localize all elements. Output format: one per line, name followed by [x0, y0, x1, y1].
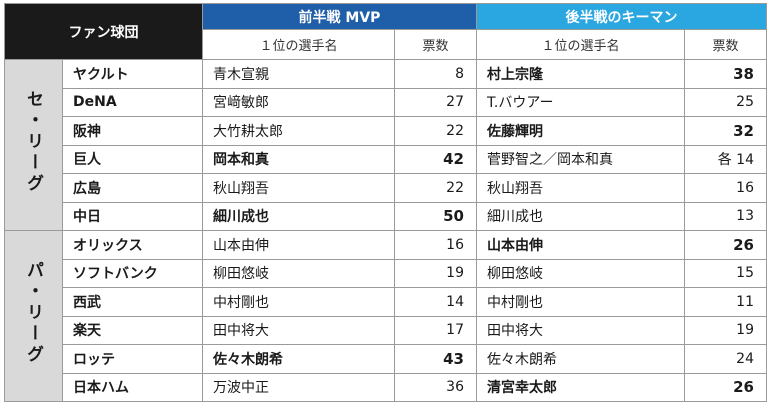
- key-vote-count: 32: [684, 116, 767, 146]
- mvp-vote-count: 27: [394, 87, 477, 117]
- key-votes-col-header: 票数: [684, 29, 767, 60]
- key-player-name: 中村剛也: [476, 287, 685, 317]
- table-row: 広島 秋山翔吾 22 秋山翔吾 16: [5, 173, 767, 203]
- table-row: 阪神 大竹耕太郎 22 佐藤輝明 32: [5, 116, 767, 146]
- table-row: 中日 細川成也 50 細川成也 13: [5, 201, 767, 231]
- mvp-player-name: 万波中正: [202, 372, 395, 402]
- mvp-vote-count: 8: [394, 59, 477, 89]
- table-row: 巨人 岡本和真 42 菅野智之／岡本和真各 14: [5, 144, 767, 174]
- mvp-player-name: 大竹耕太郎: [202, 116, 395, 146]
- league-name: セ・リーグ: [23, 90, 43, 195]
- mvp-player-name: 山本由伸: [202, 230, 395, 260]
- table-row: 日本ハム 万波中正 36 清宮幸太郎 26: [5, 372, 767, 402]
- mvp-vote-count: 36: [394, 372, 477, 402]
- team-name: オリックス: [62, 230, 203, 260]
- league-label-cell: パ・リーグ: [4, 230, 63, 402]
- team-name: 西武: [62, 287, 203, 317]
- key-vote-count: 各 14: [684, 144, 767, 174]
- first-half-mvp-header: 前半戦 MVP: [202, 3, 477, 30]
- mvp-player-name: 岡本和真: [202, 144, 395, 174]
- key-player-name: 田中将大: [476, 315, 685, 345]
- team-name: 日本ハム: [62, 372, 203, 402]
- table-row: 西武 中村剛也 14 中村剛也 11: [5, 287, 767, 317]
- mvp-player-name: 柳田悠岐: [202, 258, 395, 288]
- mvp-vote-count: 42: [394, 144, 477, 174]
- team-name: 巨人: [62, 144, 203, 174]
- mvp-vote-count: 16: [394, 230, 477, 260]
- key-player-name: 細川成也: [476, 201, 685, 231]
- mvp-player-name: 青木宣親: [202, 59, 395, 89]
- mvp-vote-count: 19: [394, 258, 477, 288]
- table-row: ソフトバンク 柳田悠岐 19 柳田悠岐 15: [5, 258, 767, 288]
- key-vote-count: 38: [684, 59, 767, 89]
- table-body: セ・リーグ ヤクルト 青木宣親 8 村上宗隆 38 DeNA 宮﨑敏郎 27 T.バウアー 25 阪神…: [4, 59, 767, 402]
- table-row: パ・リーグ オリックス 山本由伸 16 山本由伸 26: [4, 230, 767, 402]
- team-name: ソフトバンク: [62, 258, 203, 288]
- key-player-name: 佐々木朗希: [476, 344, 685, 374]
- mvp-player-name: 細川成也: [202, 201, 395, 231]
- mvp-player-name: 秋山翔吾: [202, 173, 395, 203]
- table-row: セ・リーグ ヤクルト 青木宣親 8 村上宗隆 38: [4, 59, 767, 231]
- key-vote-count: 26: [684, 230, 767, 260]
- mvp-vote-count: 43: [394, 344, 477, 374]
- team-name: 阪神: [62, 116, 203, 146]
- table-row: ロッテ 佐々木朗希 43 佐々木朗希 24: [5, 344, 767, 374]
- mvp-vote-count: 22: [394, 116, 477, 146]
- mvp-vote-count: 17: [394, 315, 477, 345]
- poll-results-table: ファン球団 前半戦 MVP 後半戦のキーマン １位の選手名 票数 １位の選手名 …: [4, 3, 767, 402]
- team-column-header: ファン球団: [4, 3, 203, 60]
- key-vote-count: 16: [684, 173, 767, 203]
- team-name: DeNA: [62, 87, 203, 117]
- mvp-player-name: 佐々木朗希: [202, 344, 395, 374]
- key-vote-count: 11: [684, 287, 767, 317]
- mvp-player-name: 中村剛也: [202, 287, 395, 317]
- mvp-vote-count: 14: [394, 287, 477, 317]
- team-name: 中日: [62, 201, 203, 231]
- mvp-votes-col-header: 票数: [394, 29, 477, 60]
- key-player-name: 清宮幸太郎: [476, 372, 685, 402]
- league-name: パ・リーグ: [23, 261, 43, 366]
- mvp-vote-count: 22: [394, 173, 477, 203]
- key-player-name: 柳田悠岐: [476, 258, 685, 288]
- key-player-name: 秋山翔吾: [476, 173, 685, 203]
- key-player-name: T.バウアー: [476, 87, 685, 117]
- second-half-key-player-header: 後半戦のキーマン: [476, 3, 767, 30]
- mvp-player-name: 田中将大: [202, 315, 395, 345]
- table-row: 楽天 田中将大 17 田中将大 19: [5, 315, 767, 345]
- team-name: ロッテ: [62, 344, 203, 374]
- key-player-name: 菅野智之／岡本和真: [476, 144, 685, 174]
- mvp-player-col-header: １位の選手名: [202, 29, 395, 60]
- mvp-player-name: 宮﨑敏郎: [202, 87, 395, 117]
- key-vote-count: 26: [684, 372, 767, 402]
- key-vote-count: 13: [684, 201, 767, 231]
- key-vote-count: 25: [684, 87, 767, 117]
- key-player-name: 村上宗隆: [476, 59, 685, 89]
- team-name: 楽天: [62, 315, 203, 345]
- league-label-cell: セ・リーグ: [4, 59, 63, 231]
- key-vote-count: 19: [684, 315, 767, 345]
- key-player-name: 山本由伸: [476, 230, 685, 260]
- mvp-vote-count: 50: [394, 201, 477, 231]
- key-vote-count: 24: [684, 344, 767, 374]
- team-name: 広島: [62, 173, 203, 203]
- key-player-col-header: １位の選手名: [476, 29, 685, 60]
- table-row: DeNA 宮﨑敏郎 27 T.バウアー 25: [5, 87, 767, 117]
- key-player-name: 佐藤輝明: [476, 116, 685, 146]
- team-name: ヤクルト: [62, 59, 203, 89]
- key-vote-count: 15: [684, 258, 767, 288]
